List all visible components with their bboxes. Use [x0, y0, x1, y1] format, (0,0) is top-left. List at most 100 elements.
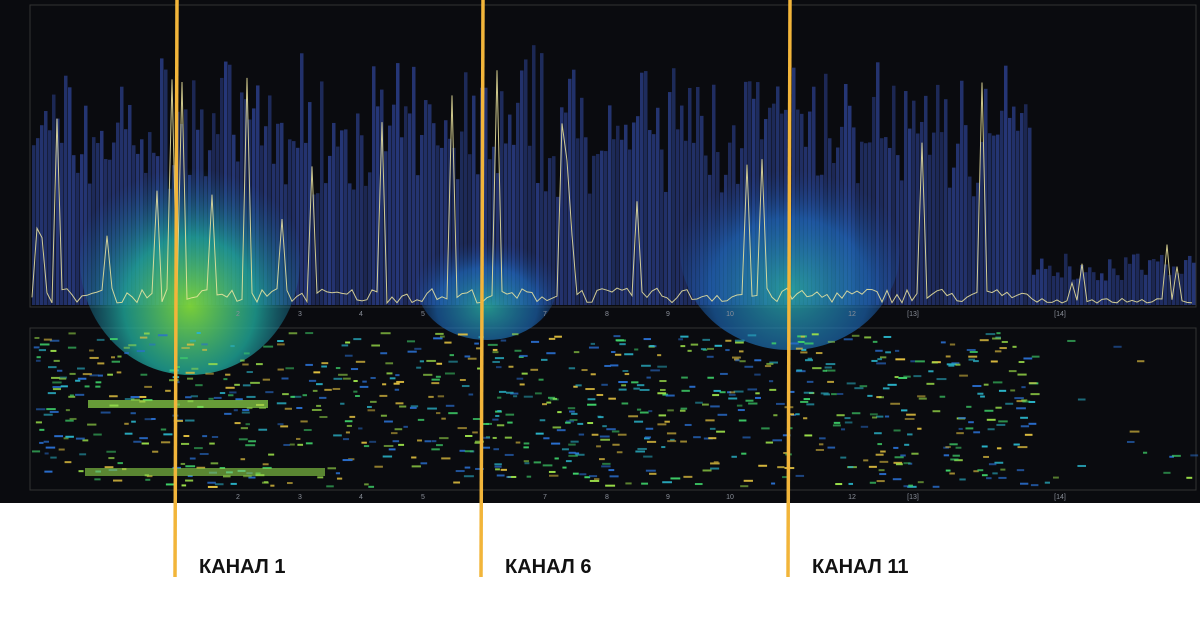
- waterfall-dash: [361, 441, 367, 444]
- waterfall-dash: [431, 382, 440, 385]
- waterfall-dash: [737, 409, 745, 412]
- spectrum-bar: [364, 185, 368, 305]
- x-tick-label: 2: [236, 494, 240, 501]
- waterfall-dash: [1028, 422, 1037, 425]
- spectrum-bar: [52, 94, 56, 306]
- waterfall-dash: [165, 483, 175, 486]
- waterfall-dash: [860, 425, 869, 428]
- waterfall-dash: [485, 422, 493, 425]
- waterfall-dash: [754, 373, 761, 376]
- waterfall-dash: [1126, 440, 1135, 443]
- spectrum-bar: [1096, 280, 1100, 305]
- waterfall-dash: [910, 360, 915, 363]
- waterfall-dash: [108, 457, 115, 460]
- waterfall-dash: [587, 403, 597, 406]
- waterfall-dash: [667, 409, 674, 412]
- waterfall-dash: [680, 335, 689, 338]
- waterfall-dash: [1005, 402, 1014, 405]
- waterfall-dash: [350, 368, 359, 371]
- waterfall-dash: [453, 481, 461, 484]
- waterfall-dash: [353, 380, 358, 383]
- waterfall-dash: [588, 346, 599, 349]
- waterfall-dash: [735, 341, 744, 344]
- waterfall-dash: [836, 414, 845, 417]
- waterfall-dash: [996, 332, 1001, 335]
- waterfall-dash: [593, 478, 600, 481]
- waterfall-dash: [519, 354, 528, 357]
- waterfall-dash: [435, 332, 444, 335]
- waterfall-dash: [222, 475, 231, 478]
- spectrum-bar: [1056, 272, 1060, 305]
- waterfall-dash: [498, 390, 507, 393]
- spectrum-bar: [80, 154, 84, 305]
- waterfall-dash: [634, 348, 639, 351]
- waterfall-dash: [494, 463, 502, 466]
- waterfall-dash: [100, 411, 111, 414]
- waterfall-dash: [945, 355, 951, 358]
- waterfall-dash: [305, 442, 313, 445]
- waterfall-dash: [46, 408, 56, 411]
- waterfall-dash: [754, 359, 762, 362]
- waterfall-dash: [1021, 399, 1028, 402]
- waterfall-dash: [728, 393, 736, 396]
- waterfall-dash: [516, 377, 524, 380]
- waterfall-dash: [240, 458, 246, 461]
- waterfall-dash: [124, 432, 133, 435]
- waterfall-dash: [713, 461, 719, 464]
- waterfall-dash: [463, 475, 474, 478]
- waterfall-dash: [521, 372, 528, 375]
- waterfall-dash: [875, 349, 883, 352]
- waterfall-dash: [708, 437, 717, 440]
- waterfall-dash: [795, 474, 805, 477]
- waterfall-dash: [988, 463, 997, 466]
- spectrum-bar: [624, 124, 628, 306]
- waterfall-dash: [986, 418, 996, 421]
- spectrum-bar: [572, 69, 576, 305]
- spectrum-bar: [464, 72, 468, 305]
- waterfall-dash: [495, 366, 502, 369]
- waterfall-dash: [840, 428, 846, 431]
- waterfall-dash: [557, 411, 562, 414]
- spectrum-bar: [984, 88, 988, 305]
- waterfall-dash: [827, 380, 834, 383]
- spectrum-bar: [1020, 113, 1024, 305]
- spectrum-bar: [540, 53, 544, 305]
- waterfall-dash: [618, 388, 627, 391]
- spectrum-bar: [972, 196, 976, 305]
- waterfall-dash: [1010, 389, 1016, 392]
- waterfall-dash: [533, 461, 542, 464]
- spectrum-bar: [576, 138, 580, 305]
- waterfall-dash: [1008, 370, 1017, 373]
- waterfall-dash: [181, 484, 187, 487]
- waterfall-dash: [985, 333, 996, 336]
- spectrum-bar: [60, 142, 64, 305]
- waterfall-dash: [965, 427, 974, 430]
- waterfall-dash: [999, 347, 1007, 350]
- waterfall-dash: [867, 394, 873, 397]
- waterfall-dash: [496, 424, 505, 427]
- waterfall-dash: [130, 396, 140, 399]
- spectrum-bar: [468, 154, 472, 305]
- waterfall-dash: [904, 443, 910, 446]
- waterfall-dash: [824, 366, 832, 369]
- spectrum-bar: [944, 99, 948, 305]
- waterfall-dash: [585, 388, 595, 391]
- waterfall-dash: [584, 476, 591, 479]
- waterfall-dash: [508, 365, 514, 368]
- waterfall-dash: [815, 448, 824, 451]
- waterfall-dash: [1023, 357, 1033, 360]
- spectrum-bar: [1072, 279, 1076, 305]
- waterfall-dash: [459, 449, 466, 452]
- waterfall-dash: [242, 384, 251, 387]
- waterfall-dash: [54, 435, 64, 438]
- spectrum-bar: [1128, 263, 1132, 305]
- waterfall-dash: [949, 443, 958, 446]
- waterfall-dash: [436, 444, 443, 447]
- waterfall-dash: [48, 366, 57, 369]
- waterfall-dash: [95, 381, 102, 384]
- waterfall-dash: [124, 398, 135, 401]
- waterfall-dash: [141, 442, 149, 445]
- waterfall-dash: [353, 338, 362, 341]
